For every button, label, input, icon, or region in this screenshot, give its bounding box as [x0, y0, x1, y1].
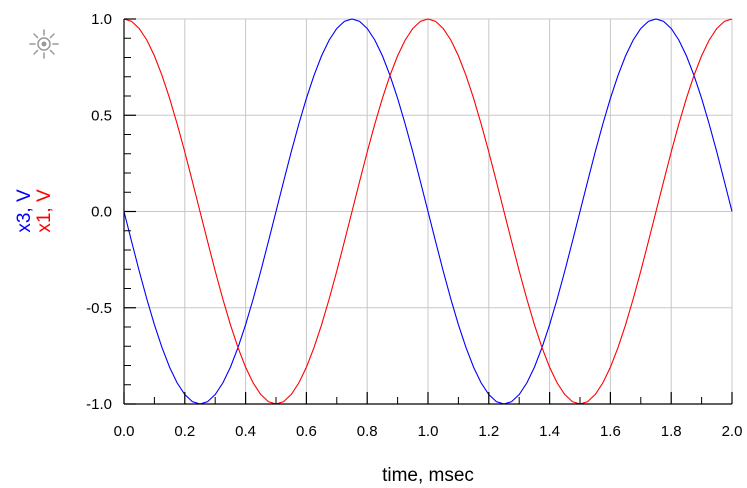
- x-tick-label: 0.0: [114, 423, 135, 440]
- x-axis-title: time, msec: [382, 465, 474, 486]
- series-line-x1: [123, 18, 733, 405]
- series-layer: [123, 18, 733, 405]
- x-tick-label: 1.0: [418, 423, 439, 440]
- y-tick-label: 0.5: [91, 107, 112, 124]
- y-tick-label: 1.0: [91, 11, 112, 28]
- x-tick-label: 1.8: [661, 423, 682, 440]
- y-tick-label: -0.5: [86, 300, 112, 317]
- x-tick-label: 1.4: [539, 423, 560, 440]
- sun-marker-icon[interactable]: [29, 29, 59, 59]
- y-axis-titles: x3, V x1, V: [14, 189, 55, 233]
- y-axis-title-x3: x3, V: [14, 189, 35, 233]
- y-tick-label: -1.0: [86, 396, 112, 413]
- y-tick-label: 0.0: [91, 204, 112, 221]
- x-tick-label: 0.8: [357, 423, 378, 440]
- axes: [123, 18, 733, 405]
- x-tick-label: 2.0: [722, 423, 743, 440]
- x-tick-label: 1.6: [600, 423, 621, 440]
- tick-labels: 0.0 0.2 0.4 0.6 0.8 1.0 1.2 1.4 1.6 1.8 2.0 -1.0 -0.…: [86, 11, 742, 440]
- y-axis-title-x1: x1, V: [34, 189, 55, 233]
- x-tick-label: 0.4: [235, 423, 256, 440]
- x-tick-label: 0.6: [296, 423, 317, 440]
- series-line-x3: [123, 18, 733, 405]
- x-tick-label: 1.2: [478, 423, 499, 440]
- x-tick-label: 0.2: [174, 423, 195, 440]
